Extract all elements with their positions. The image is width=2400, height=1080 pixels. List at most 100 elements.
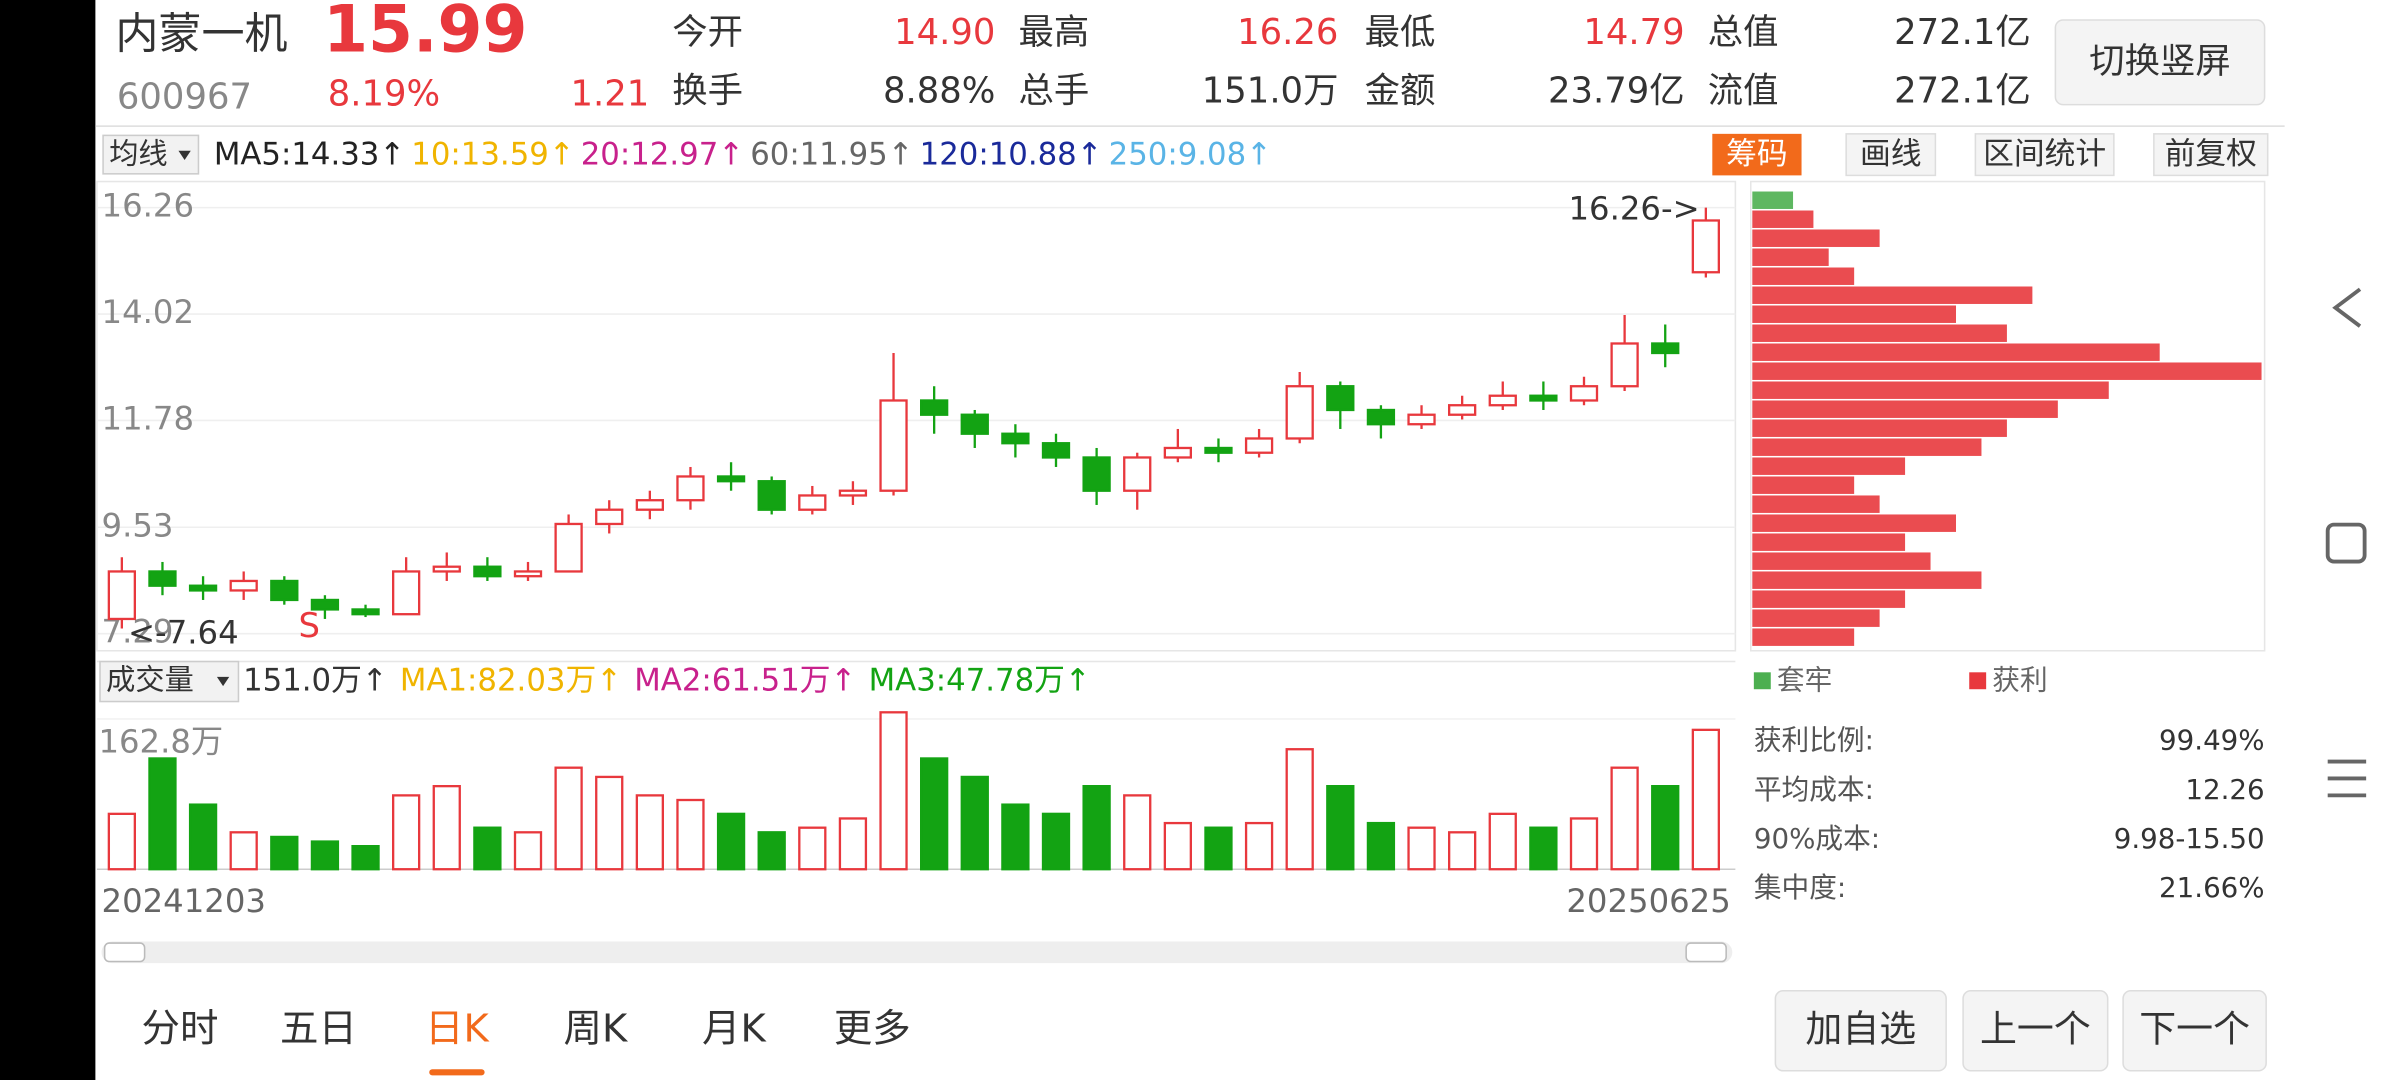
chip-bar <box>1752 362 2262 380</box>
volume-bar <box>1488 812 1517 871</box>
period-tab[interactable]: 五日 <box>280 1006 357 1051</box>
price-frame <box>96 180 1737 652</box>
candle-body <box>1651 342 1680 355</box>
ma-selector-label: 均线 <box>109 136 167 170</box>
volume-bar <box>1163 821 1192 871</box>
volume-bar <box>310 840 340 871</box>
period-tab[interactable]: 月K <box>702 1006 767 1051</box>
period-tab[interactable]: 分时 <box>142 1006 219 1051</box>
chart-tab[interactable] <box>2153 133 2269 177</box>
stat-label: 最高 <box>1018 12 1089 53</box>
action-button[interactable] <box>2122 990 2267 1072</box>
stock-name: 内蒙一机 <box>115 9 287 59</box>
chip-bar <box>1752 533 1906 551</box>
stat-label: 金额 <box>1365 70 1436 111</box>
volume-bar <box>920 757 949 871</box>
high-annotation: 16.26-> <box>1569 190 1700 228</box>
menu-icon[interactable] <box>2327 759 2367 798</box>
scroll-handle[interactable] <box>1685 942 1727 963</box>
candle-body <box>1163 446 1192 459</box>
candle-body <box>351 608 380 616</box>
change: 1.21 <box>570 73 649 114</box>
candle-body <box>1569 385 1599 402</box>
legend-swatch <box>1753 672 1771 690</box>
chip-bar <box>1752 210 1814 228</box>
volume-ma: MA3:47.78万↑ <box>869 662 1091 698</box>
stat-value: 16.26 <box>1237 12 1338 53</box>
chart-tab[interactable] <box>1712 133 1802 176</box>
chip-stat-value: 21.66% <box>2159 871 2265 904</box>
rotate-button[interactable] <box>2054 19 2266 106</box>
volume-bar <box>432 785 461 871</box>
volume-bar <box>1569 817 1599 871</box>
scrollbar[interactable] <box>101 941 1733 964</box>
chart-tab[interactable] <box>1845 133 1937 177</box>
y-tick-label: 162.8万 <box>98 723 223 761</box>
candle-body <box>513 570 543 578</box>
volume-bar <box>392 794 421 871</box>
period-tab[interactable]: 更多 <box>834 1006 911 1051</box>
ma-item: 120:10.88↑ <box>920 136 1103 172</box>
ma-item: 250:9.08↑ <box>1109 136 1272 172</box>
chip-bar <box>1752 590 1906 608</box>
chip-bar <box>1752 438 1982 456</box>
action-button[interactable] <box>1962 990 2109 1072</box>
volume-bar <box>1366 821 1396 871</box>
stock-code: 600967 <box>117 76 252 117</box>
chip-stat-label: 获利比例: <box>1754 724 1874 757</box>
volume-bar <box>1123 794 1152 871</box>
candle-body <box>1610 342 1639 388</box>
y-tick-label: 9.53 <box>102 506 174 544</box>
back-icon[interactable] <box>2332 287 2362 328</box>
chip-bar <box>1752 476 1855 494</box>
volume-bar <box>1610 766 1639 871</box>
candle-body <box>270 579 299 602</box>
action-button[interactable] <box>1774 990 1947 1072</box>
volume-ma: MA1:82.03万↑ <box>400 662 622 698</box>
candle-body <box>1082 456 1111 492</box>
volume-bar <box>107 812 136 871</box>
volume-bar <box>798 826 827 871</box>
chart-tab[interactable] <box>1974 133 2115 177</box>
period-tab[interactable]: 日K <box>425 1006 490 1051</box>
period-tab[interactable]: 周K <box>564 1006 629 1051</box>
stat-value: 151.0万 <box>1202 70 1339 111</box>
candle-body <box>107 570 136 621</box>
volume-ma: MA2:61.51万↑ <box>634 662 856 698</box>
chip-bar <box>1752 305 1956 323</box>
legend-swatch <box>1969 672 1987 690</box>
volume-bar <box>838 817 868 871</box>
dropdown-arrow <box>178 150 191 160</box>
candle-body <box>1123 456 1152 492</box>
chip-bar <box>1752 191 1794 209</box>
scroll-handle[interactable] <box>103 942 146 963</box>
stat-value: 272.1亿 <box>1894 12 2031 53</box>
candle-body <box>1244 437 1274 454</box>
candle-body <box>1448 404 1477 416</box>
chart-tab-label: 筹码 <box>1726 136 1788 172</box>
volume-bar <box>188 803 218 871</box>
chip-bar <box>1752 248 1829 266</box>
chip-bar <box>1752 229 1880 247</box>
candle-body <box>838 489 868 497</box>
indicator-selector[interactable] <box>99 660 240 703</box>
home-icon[interactable] <box>2325 522 2367 564</box>
change-pct: 8.19% <box>328 73 440 114</box>
volume-bar <box>1448 831 1477 871</box>
volume-bar <box>229 831 258 871</box>
candle-body <box>229 579 258 592</box>
volume-bar <box>1041 812 1071 871</box>
legend-label: 套牢 <box>1777 664 1832 697</box>
volume-bar <box>1407 826 1436 871</box>
chip-bar <box>1752 400 2058 418</box>
volume-bar <box>595 775 624 871</box>
stat-value: 272.1亿 <box>1894 70 2031 111</box>
candle-body <box>392 570 421 616</box>
stat-label: 总手 <box>1018 70 1089 111</box>
candle-body <box>1041 442 1071 459</box>
indicator-name: 成交量 <box>106 663 194 697</box>
chip-bar <box>1752 324 2007 342</box>
signal-marker: S <box>298 606 319 645</box>
chip-stat-label: 集中度: <box>1754 871 1846 904</box>
